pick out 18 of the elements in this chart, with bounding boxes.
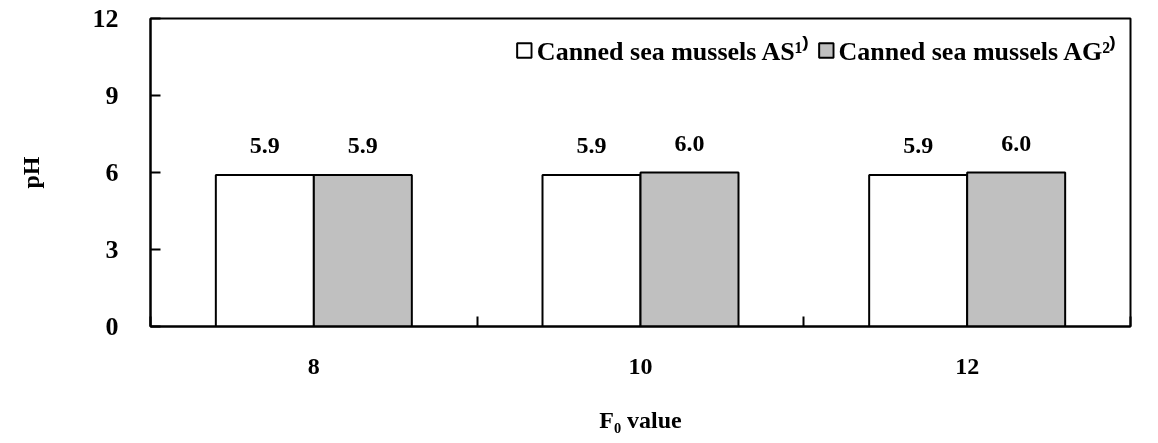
legend-label: Canned sea mussels AG²⁾ xyxy=(838,35,1116,68)
data-label: 6.0 xyxy=(674,129,705,156)
data-label: 5.9 xyxy=(347,132,378,159)
legend-label: Canned sea mussels AS¹⁾ xyxy=(536,35,809,68)
x-axis-title: F₀ value xyxy=(599,406,683,433)
data-label: 5.9 xyxy=(576,132,607,159)
y-axis-title: pH xyxy=(17,156,44,189)
x-tick-label: 8 xyxy=(307,352,320,379)
y-tick-label: 9 xyxy=(105,81,119,110)
data-label: 6.0 xyxy=(1001,129,1032,156)
y-tick-label: 6 xyxy=(105,158,119,187)
y-tick-label: 12 xyxy=(92,4,119,33)
x-tick-label: 10 xyxy=(628,352,653,379)
data-label: 5.9 xyxy=(903,132,934,159)
data-label: 5.9 xyxy=(249,132,280,159)
x-tick-label: 12 xyxy=(955,352,980,379)
y-tick-label: 0 xyxy=(105,312,119,341)
y-tick-label: 3 xyxy=(105,235,119,264)
